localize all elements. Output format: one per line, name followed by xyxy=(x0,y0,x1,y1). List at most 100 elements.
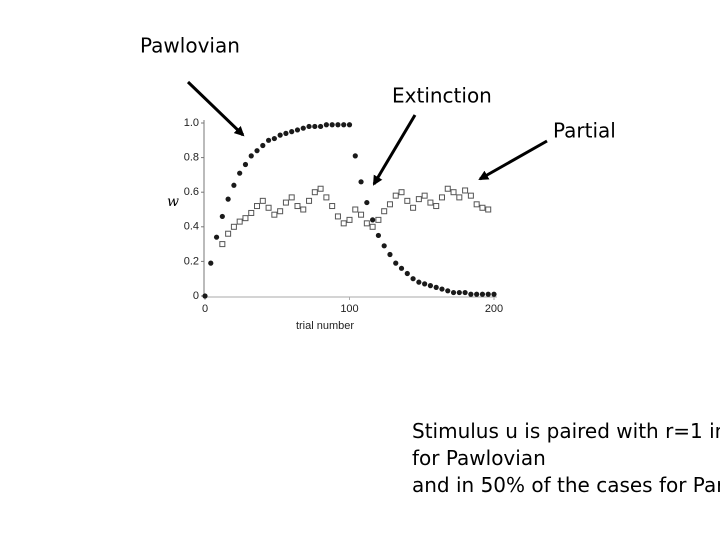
point xyxy=(364,199,370,206)
point xyxy=(283,130,289,136)
caption-line: Stimulus u is paired with r=1 in 100% of… xyxy=(412,419,720,443)
y-tick-label: 0.2 xyxy=(184,255,199,267)
caption-line: for Pawlovian xyxy=(412,446,546,470)
point xyxy=(242,161,249,168)
point xyxy=(213,234,220,240)
point xyxy=(289,129,295,135)
point xyxy=(346,122,353,128)
point xyxy=(375,232,381,239)
point xyxy=(288,194,295,201)
point xyxy=(410,276,416,282)
point xyxy=(450,289,457,296)
point xyxy=(277,208,284,215)
point xyxy=(282,199,289,206)
point xyxy=(259,197,266,204)
point xyxy=(312,123,318,130)
point xyxy=(456,289,462,296)
point xyxy=(306,123,312,130)
point xyxy=(300,206,307,213)
point xyxy=(335,122,341,128)
point xyxy=(427,199,434,206)
point xyxy=(225,196,231,202)
x-tick-label: 200 xyxy=(485,303,503,315)
x-tick-label: 0 xyxy=(202,303,208,315)
point xyxy=(450,189,457,196)
point xyxy=(456,194,463,201)
point xyxy=(381,243,387,249)
point xyxy=(485,206,492,213)
caption: Stimulus u is paired with r=1 in 100% of… xyxy=(412,418,720,499)
point xyxy=(323,122,329,128)
point xyxy=(265,137,272,143)
point xyxy=(248,209,255,216)
point xyxy=(404,270,410,277)
point xyxy=(334,213,341,220)
point xyxy=(254,203,261,210)
y-tick-label: 0.4 xyxy=(184,221,199,233)
point xyxy=(369,223,376,230)
point xyxy=(433,284,439,290)
point xyxy=(410,204,417,211)
annotation: Partial xyxy=(553,119,616,143)
point xyxy=(231,182,237,188)
x-tick-label: 100 xyxy=(340,303,358,315)
point xyxy=(479,204,486,211)
point xyxy=(438,194,445,201)
point xyxy=(398,265,405,271)
point xyxy=(433,203,440,210)
point xyxy=(294,127,301,133)
point xyxy=(346,216,353,223)
point xyxy=(323,194,330,201)
point xyxy=(265,204,272,211)
point xyxy=(277,132,283,138)
point xyxy=(294,203,301,210)
point xyxy=(421,192,428,199)
point xyxy=(248,153,254,159)
point xyxy=(462,289,468,296)
point xyxy=(329,122,335,128)
point xyxy=(444,185,451,192)
point xyxy=(474,291,480,297)
point xyxy=(363,220,370,227)
point xyxy=(422,281,428,287)
x-axis-label: trial number xyxy=(296,320,354,332)
point xyxy=(202,293,208,299)
point xyxy=(381,208,388,215)
point xyxy=(317,185,324,192)
point xyxy=(462,187,469,194)
point xyxy=(225,230,232,237)
arrow xyxy=(372,114,417,186)
point xyxy=(358,179,364,185)
point xyxy=(271,135,277,142)
point xyxy=(375,216,382,223)
point xyxy=(271,211,278,218)
point xyxy=(393,260,399,266)
point xyxy=(416,279,422,285)
point xyxy=(306,197,313,204)
y-tick-label: 0.8 xyxy=(184,152,199,164)
point xyxy=(311,189,318,196)
annotation: Pawlovian xyxy=(140,34,240,58)
point xyxy=(242,215,249,222)
point xyxy=(387,251,393,258)
point xyxy=(439,286,445,292)
point xyxy=(467,192,474,199)
point xyxy=(427,283,434,289)
point xyxy=(219,213,225,220)
point xyxy=(491,291,497,297)
point xyxy=(236,218,243,225)
point xyxy=(415,196,422,203)
y-tick-label: 0.6 xyxy=(184,186,199,198)
point xyxy=(318,123,324,130)
point xyxy=(392,192,399,199)
caption-line: and in 50% of the cases for Partial. xyxy=(412,473,720,497)
y-axis-label: w xyxy=(167,194,179,210)
point xyxy=(352,153,358,159)
point xyxy=(254,148,260,154)
point xyxy=(208,260,214,266)
point xyxy=(479,291,486,297)
point xyxy=(370,217,376,223)
y-tick-label: 1.0 xyxy=(184,117,199,129)
arrow xyxy=(478,139,548,181)
point xyxy=(485,291,491,297)
